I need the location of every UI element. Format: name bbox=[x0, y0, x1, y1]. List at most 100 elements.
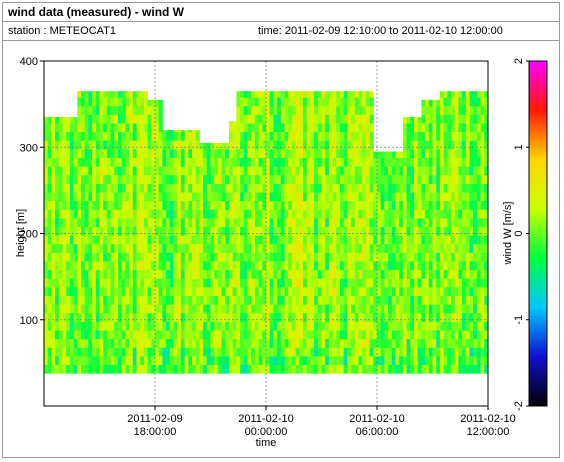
heatmap-cell bbox=[243, 286, 248, 297]
heatmap-cell bbox=[354, 148, 359, 159]
heatmap-cell bbox=[66, 261, 71, 271]
heatmap-cell bbox=[291, 269, 296, 279]
heatmap-cell bbox=[451, 243, 456, 253]
heatmap-cell bbox=[158, 286, 163, 297]
heatmap-cell bbox=[480, 157, 485, 167]
heatmap-cell bbox=[143, 226, 148, 236]
heatmap-cell bbox=[277, 131, 282, 141]
heatmap-cell bbox=[158, 148, 163, 159]
heatmap-cell bbox=[136, 295, 141, 305]
heatmap-cell bbox=[414, 148, 419, 159]
heatmap-cell bbox=[428, 252, 433, 262]
heatmap-cell bbox=[73, 123, 78, 133]
heatmap-cell bbox=[173, 330, 178, 340]
heatmap-cell bbox=[247, 252, 252, 262]
heatmap-cell bbox=[106, 91, 111, 98]
heatmap-cell bbox=[88, 243, 93, 253]
heatmap-cell bbox=[369, 278, 374, 288]
heatmap-cell bbox=[69, 217, 74, 227]
heatmap-cell bbox=[66, 295, 71, 305]
heatmap-cell bbox=[251, 131, 256, 141]
heatmap-cell bbox=[77, 286, 82, 297]
heatmap-cell bbox=[180, 312, 185, 322]
heatmap-cell bbox=[436, 347, 441, 357]
heatmap-cell bbox=[354, 295, 359, 305]
heatmap-cell bbox=[406, 148, 411, 159]
heatmap-cell bbox=[303, 209, 308, 219]
heatmap-cell bbox=[480, 355, 485, 366]
heatmap-cell bbox=[140, 148, 145, 159]
heatmap-cell bbox=[62, 243, 67, 253]
heatmap-cell bbox=[217, 330, 222, 340]
heatmap-cell bbox=[351, 192, 356, 202]
heatmap-cell bbox=[247, 140, 252, 150]
heatmap-cell bbox=[343, 286, 348, 297]
heatmap-cell bbox=[362, 278, 367, 288]
heatmap-cell bbox=[428, 217, 433, 227]
heatmap-cell bbox=[147, 364, 152, 374]
heatmap-cell bbox=[402, 243, 407, 253]
heatmap-cell bbox=[55, 243, 60, 253]
heatmap-cell bbox=[258, 192, 263, 202]
heatmap-cell bbox=[121, 166, 126, 176]
heatmap-cell bbox=[358, 261, 363, 271]
heatmap-cell bbox=[369, 148, 374, 159]
heatmap-cell bbox=[103, 347, 108, 357]
heatmap-cell bbox=[77, 174, 82, 184]
heatmap-cell bbox=[114, 174, 119, 184]
heatmap-cell bbox=[310, 364, 315, 374]
heatmap-cell bbox=[332, 131, 337, 141]
heatmap-cell bbox=[306, 200, 311, 210]
heatmap-cell bbox=[92, 200, 97, 210]
heatmap-cell bbox=[103, 91, 108, 98]
heatmap-cell bbox=[173, 157, 178, 167]
heatmap-cell bbox=[214, 364, 219, 374]
heatmap-cell bbox=[303, 364, 308, 374]
heatmap-cell bbox=[77, 131, 82, 141]
heatmap-cell bbox=[299, 174, 304, 184]
heatmap-cell bbox=[110, 140, 115, 150]
heatmap-cell bbox=[432, 209, 437, 219]
heatmap-cell bbox=[206, 217, 211, 227]
heatmap-cell bbox=[369, 226, 374, 236]
heatmap-cell bbox=[232, 261, 237, 271]
heatmap-cell bbox=[321, 235, 326, 245]
heatmap-cell bbox=[114, 209, 119, 219]
heatmap-cell bbox=[106, 123, 111, 133]
heatmap-cell bbox=[347, 183, 352, 193]
heatmap-cell bbox=[77, 166, 82, 176]
heatmap-cell bbox=[358, 97, 363, 107]
heatmap-cell bbox=[169, 347, 174, 357]
heatmap-cell bbox=[203, 269, 208, 279]
heatmap-cell bbox=[277, 243, 282, 253]
heatmap-cell bbox=[221, 209, 226, 219]
heatmap-cell bbox=[69, 355, 74, 366]
heatmap-cell bbox=[288, 97, 293, 107]
heatmap-cell bbox=[99, 269, 104, 279]
heatmap-cell bbox=[425, 321, 430, 331]
heatmap-cell bbox=[321, 243, 326, 253]
heatmap-cell bbox=[469, 338, 474, 348]
heatmap-cell bbox=[347, 286, 352, 297]
heatmap-cell bbox=[199, 278, 204, 288]
heatmap-cell bbox=[114, 304, 119, 314]
heatmap-cell bbox=[273, 243, 278, 253]
heatmap-cell bbox=[384, 269, 389, 279]
heatmap-cell bbox=[414, 243, 419, 253]
heatmap-cell bbox=[362, 157, 367, 167]
heatmap-cell bbox=[299, 192, 304, 202]
heatmap-cell bbox=[66, 157, 71, 167]
heatmap-cell bbox=[232, 278, 237, 288]
heatmap-cell bbox=[221, 166, 226, 176]
heatmap-cell bbox=[62, 330, 67, 340]
heatmap-cell bbox=[210, 321, 215, 331]
heatmap-cell bbox=[362, 304, 367, 314]
heatmap-cell bbox=[55, 140, 60, 150]
heatmap-cell bbox=[77, 200, 82, 210]
heatmap-cell bbox=[306, 148, 311, 159]
heatmap-cell bbox=[203, 330, 208, 340]
heatmap-cell bbox=[484, 217, 488, 227]
heatmap-cell bbox=[106, 166, 111, 176]
heatmap-cell bbox=[303, 295, 308, 305]
heatmap-cell bbox=[395, 209, 400, 219]
